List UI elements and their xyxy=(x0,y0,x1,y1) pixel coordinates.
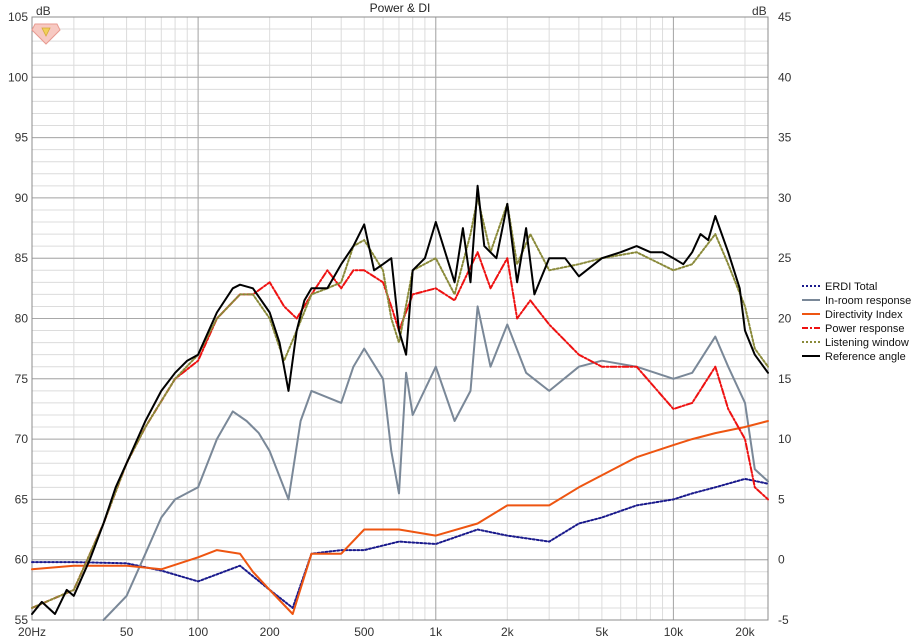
series-line-ref xyxy=(31,184,769,615)
y-right-tick-label: 20 xyxy=(778,312,792,326)
x-tick-label: 1k xyxy=(429,625,443,639)
y-left-tick-label: 70 xyxy=(15,432,29,446)
legend-label-power: Power response xyxy=(825,323,905,335)
x-tick-label: 10k xyxy=(664,625,684,639)
y-right-tick-label: 15 xyxy=(778,372,792,386)
y-left-tick-label: 80 xyxy=(15,312,29,326)
y-left-tick-label: 60 xyxy=(15,553,29,567)
y-right-tick-label: 25 xyxy=(778,251,792,265)
series-layer xyxy=(31,184,769,621)
axes-layer: 20Hz 50 100 200 500 1k 2k 5k 10k 20k5560657075808… xyxy=(8,10,792,639)
legend-label-erdi: ERDI Total xyxy=(825,281,877,293)
x-tick-label: 500 xyxy=(354,625,374,639)
left-unit-label: dB xyxy=(36,4,51,18)
x-tick-label: 2k xyxy=(501,625,515,639)
y-left-tick-label: 85 xyxy=(15,251,29,265)
logo xyxy=(31,23,61,45)
plot-frame xyxy=(31,16,769,621)
y-right-tick-label: 35 xyxy=(778,131,792,145)
series-line-inroom xyxy=(102,305,769,621)
y-left-tick-label: 90 xyxy=(15,191,29,205)
y-right-tick-label: 0 xyxy=(778,553,785,567)
x-tick-label: 20k xyxy=(735,625,755,639)
series-line-power xyxy=(31,251,769,609)
grid xyxy=(31,16,768,621)
x-tick-label: 100 xyxy=(188,625,208,639)
legend-label-inroom: In-room response xyxy=(825,295,911,307)
y-right-tick-label: 40 xyxy=(778,70,792,84)
legend-label-di: Directivity Index xyxy=(825,309,903,321)
legend-label-ref: Reference angle xyxy=(825,351,906,363)
y-left-tick-label: 105 xyxy=(8,10,28,24)
x-tick-label: 200 xyxy=(260,625,280,639)
right-unit-label: dB xyxy=(752,4,767,18)
y-left-tick-label: 55 xyxy=(15,613,29,627)
y-left-tick-label: 100 xyxy=(8,70,28,84)
y-left-tick-label: 95 xyxy=(15,131,29,145)
y-left-tick-label: 65 xyxy=(15,492,29,506)
legend: ERDI Total In-room response Directivity In… xyxy=(802,281,911,363)
y-right-tick-label: 30 xyxy=(778,191,792,205)
series-line-di xyxy=(31,420,769,615)
chart-title: Power & DI xyxy=(370,1,431,15)
y-right-tick-label: 10 xyxy=(778,432,792,446)
x-tick-label: 50 xyxy=(120,625,134,639)
series-line-erdi xyxy=(31,477,769,609)
x-tick-label: 20Hz xyxy=(18,625,46,639)
y-right-tick-label: 5 xyxy=(778,492,785,506)
y-left-tick-label: 75 xyxy=(15,372,29,386)
series-line-lw xyxy=(31,196,769,609)
x-tick-label: 5k xyxy=(596,625,610,639)
logo-mark xyxy=(41,27,51,37)
y-right-tick-label: 45 xyxy=(778,10,792,24)
y-right-tick-label: -5 xyxy=(778,613,789,627)
legend-label-lw: Listening window xyxy=(825,337,909,349)
